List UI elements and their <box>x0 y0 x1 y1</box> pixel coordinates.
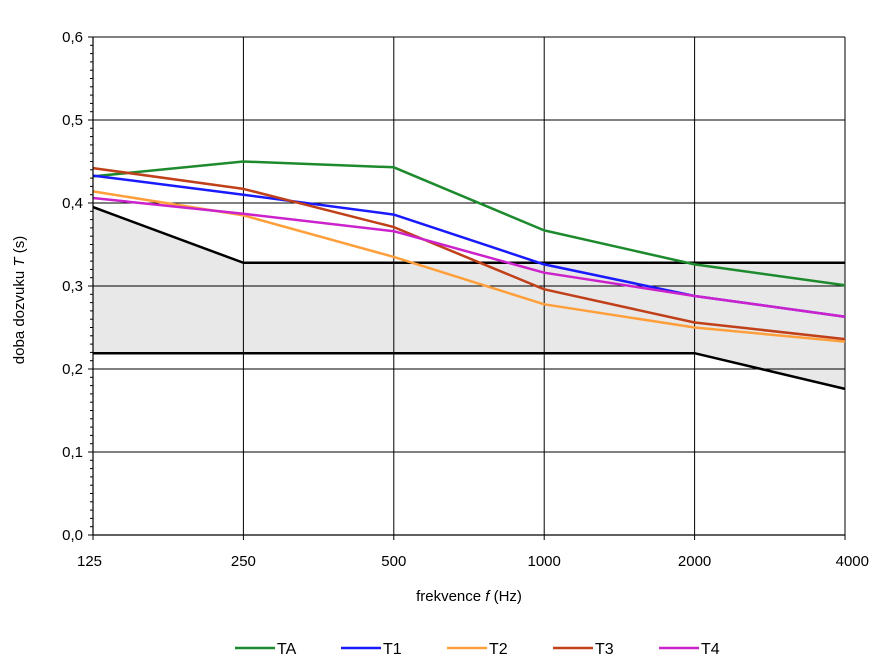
y-tick-label: 0,1 <box>62 444 83 461</box>
axes <box>88 36 846 540</box>
legend-item-t3: T3 <box>553 641 614 658</box>
legend-label: T1 <box>383 641 402 658</box>
y-tick-label: 0,6 <box>62 29 83 46</box>
series-line-t4 <box>92 196 846 318</box>
y-tick-label: 0,4 <box>62 195 83 212</box>
y-axis-title: doba dozvuku T (s) <box>11 236 28 364</box>
y-tick-label: 0,5 <box>62 112 83 129</box>
legend-label: T4 <box>701 641 720 658</box>
x-axis-title: frekvence f (Hz) <box>416 588 522 605</box>
x-tick-labels: 125 250 500 1000 2000 4000 <box>77 553 869 570</box>
tolerance-band <box>93 207 845 389</box>
legend: TA T1 T2 T3 T4 <box>235 641 720 658</box>
series-line-t3 <box>92 166 846 341</box>
tolerance-lower-bound <box>93 351 846 391</box>
legend-item-t2: T2 <box>447 641 508 658</box>
tolerance-bounds <box>92 205 846 391</box>
legend-item-ta: TA <box>235 641 297 658</box>
y-tick-label: 0,3 <box>62 278 83 295</box>
x-tick-label: 125 <box>77 553 102 570</box>
x-tick-label: 2000 <box>678 553 711 570</box>
y-axis-title-main: doba dozvuku <box>11 267 28 365</box>
legend-item-t4: T4 <box>659 641 720 658</box>
x-tick-label: 250 <box>231 553 256 570</box>
series-line-ta <box>92 160 846 287</box>
x-axis-title-var: f <box>485 588 491 605</box>
tolerance-upper-bound <box>92 205 845 265</box>
y-axis-title-var: T <box>11 256 28 267</box>
y-tick-labels: 0,0 0,1 0,2 0,3 0,4 0,5 0,6 <box>62 29 83 544</box>
x-tick-label: 1000 <box>528 553 561 570</box>
y-tick-label: 0,0 <box>62 527 83 544</box>
x-axis-title-main: frekvence <box>416 588 485 605</box>
series-lines <box>92 160 846 343</box>
legend-label: T2 <box>489 641 508 658</box>
x-tick-label: 500 <box>381 553 406 570</box>
y-axis-title-unit: (s) <box>11 236 28 258</box>
x-tick-label: 4000 <box>836 553 869 570</box>
legend-label: T3 <box>595 641 614 658</box>
x-axis-title-unit: (Hz) <box>489 588 522 605</box>
gridlines <box>93 36 846 535</box>
legend-item-t1: T1 <box>341 641 402 658</box>
y-tick-label: 0,2 <box>62 361 83 378</box>
tolerance-band-fill <box>93 207 845 389</box>
legend-label: TA <box>277 641 297 658</box>
